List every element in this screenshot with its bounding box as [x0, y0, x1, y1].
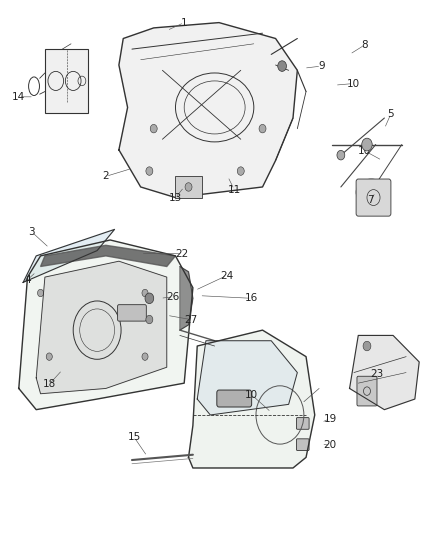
- Polygon shape: [23, 229, 115, 282]
- Text: 5: 5: [388, 109, 394, 119]
- Polygon shape: [19, 240, 193, 410]
- Polygon shape: [41, 245, 176, 266]
- Text: 11: 11: [228, 184, 241, 195]
- Polygon shape: [119, 22, 297, 198]
- Text: 26: 26: [167, 292, 180, 302]
- FancyBboxPatch shape: [356, 179, 391, 216]
- Text: 7: 7: [367, 195, 374, 205]
- Circle shape: [237, 167, 244, 175]
- Text: 1: 1: [181, 18, 187, 28]
- Circle shape: [146, 316, 153, 324]
- Text: 10: 10: [346, 78, 360, 88]
- Polygon shape: [36, 261, 167, 394]
- Text: 10: 10: [358, 146, 371, 156]
- Circle shape: [363, 341, 371, 351]
- Polygon shape: [350, 335, 419, 410]
- Text: 22: 22: [175, 249, 189, 259]
- FancyBboxPatch shape: [357, 376, 377, 406]
- Circle shape: [46, 353, 52, 360]
- Polygon shape: [197, 341, 297, 415]
- Circle shape: [150, 124, 157, 133]
- Text: 23: 23: [370, 369, 383, 378]
- Circle shape: [362, 138, 372, 151]
- Text: 14: 14: [12, 92, 25, 102]
- Text: 24: 24: [220, 271, 233, 280]
- Polygon shape: [188, 330, 315, 468]
- Text: 20: 20: [323, 440, 336, 450]
- Text: 18: 18: [42, 379, 56, 389]
- Text: 10: 10: [245, 390, 258, 400]
- Polygon shape: [180, 266, 193, 330]
- Circle shape: [278, 61, 286, 71]
- FancyBboxPatch shape: [117, 305, 146, 321]
- FancyBboxPatch shape: [217, 390, 252, 407]
- FancyBboxPatch shape: [297, 439, 309, 450]
- Text: 2: 2: [102, 172, 109, 181]
- Circle shape: [142, 289, 148, 297]
- Text: 9: 9: [318, 61, 325, 71]
- Text: 27: 27: [184, 314, 198, 325]
- Text: 3: 3: [28, 227, 35, 237]
- Text: 8: 8: [361, 40, 368, 50]
- Circle shape: [337, 150, 345, 160]
- Circle shape: [142, 353, 148, 360]
- Text: 19: 19: [323, 414, 337, 424]
- Text: 15: 15: [127, 432, 141, 442]
- Text: 16: 16: [245, 293, 258, 303]
- Bar: [176, 176, 201, 198]
- Text: 4: 4: [24, 274, 31, 285]
- Circle shape: [185, 183, 192, 191]
- Circle shape: [146, 167, 153, 175]
- Circle shape: [259, 124, 266, 133]
- Text: 13: 13: [169, 192, 182, 203]
- Circle shape: [38, 289, 44, 297]
- FancyBboxPatch shape: [297, 418, 309, 429]
- Circle shape: [145, 293, 154, 304]
- FancyBboxPatch shape: [45, 49, 88, 113]
